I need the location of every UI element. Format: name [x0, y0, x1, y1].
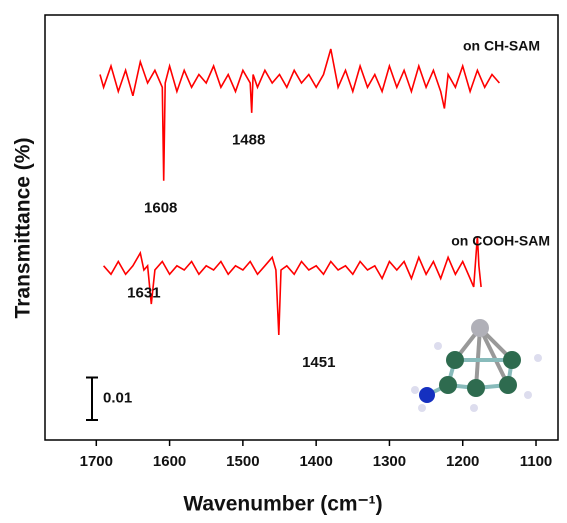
scale-bar-label: 0.01 — [103, 390, 132, 407]
chart: Wavenumber (cm⁻¹) Transmittance (%) 1700… — [0, 0, 567, 523]
x-tick-label: 1300 — [373, 453, 406, 470]
y-axis-label: Transmittance (%) — [12, 138, 35, 319]
peak-label: 1631 — [127, 285, 160, 302]
peak-label: 1608 — [144, 200, 177, 217]
series-label: on COOH-SAM — [451, 233, 550, 249]
x-tick-label: 1400 — [299, 453, 332, 470]
x-tick-label: 1600 — [153, 453, 186, 470]
x-tick-label: 1500 — [226, 453, 259, 470]
molecule — [411, 319, 542, 412]
peak-label: 1488 — [232, 132, 265, 149]
x-tick-label: 1700 — [80, 453, 113, 470]
peak-label: 1451 — [302, 354, 335, 371]
x-tick-label: 1200 — [446, 453, 479, 470]
x-tick-label: 1100 — [520, 453, 553, 470]
spectrum-line — [100, 49, 499, 181]
x-axis-label: Wavenumber (cm⁻¹) — [183, 493, 382, 516]
series-label: on CH-SAM — [463, 38, 540, 54]
